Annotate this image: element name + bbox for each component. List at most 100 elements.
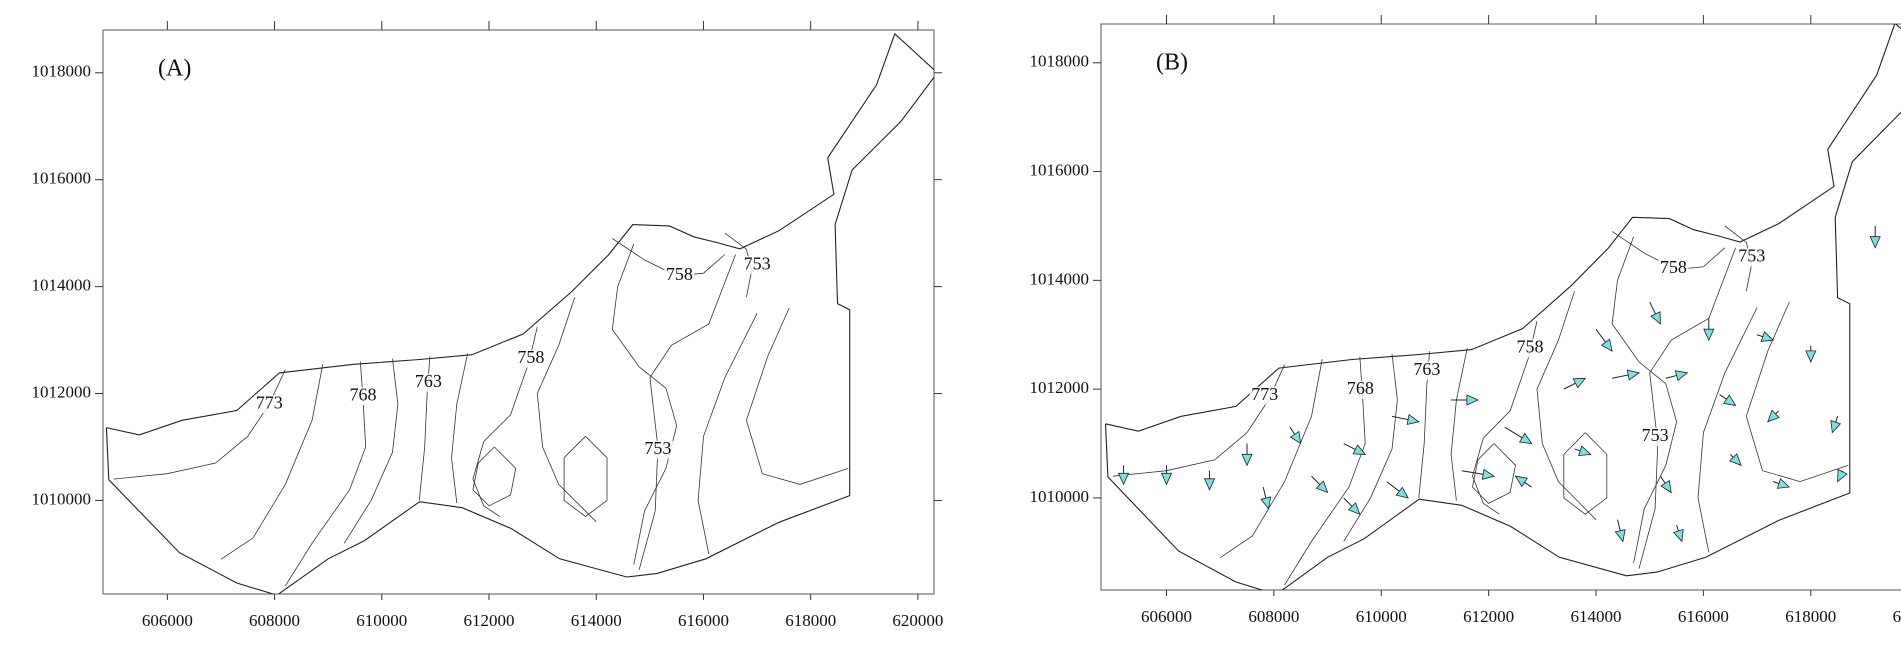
contour-label: 773 — [256, 392, 283, 412]
label-backdrop — [1736, 248, 1767, 267]
plot-frame — [1100, 23, 1901, 591]
contour-label: 753 — [1642, 425, 1669, 445]
vector-head — [1578, 445, 1592, 457]
vector-head — [1767, 409, 1780, 423]
flow-vector — [1703, 318, 1715, 342]
contour-line — [745, 307, 849, 485]
vector-head — [1830, 420, 1842, 434]
vector-head — [1260, 496, 1272, 510]
vector-head — [1672, 528, 1684, 543]
y-tick-label: 1012000 — [32, 382, 92, 401]
flow-vector — [1665, 370, 1689, 382]
flow-vector — [1728, 453, 1742, 466]
y-tick-label: 1010000 — [32, 489, 92, 508]
flow-vector — [1563, 377, 1587, 390]
flow-vector — [1343, 497, 1361, 515]
vector-head — [1723, 394, 1737, 406]
label-backdrop — [348, 387, 379, 406]
contour-line — [1611, 236, 1678, 564]
vector-head — [1315, 480, 1329, 494]
contour-line — [1472, 443, 1516, 504]
contour-line — [1745, 301, 1849, 483]
vector-head — [1600, 338, 1613, 352]
vector-head — [1395, 486, 1409, 499]
contour-line — [1343, 353, 1398, 542]
flow-vector — [1386, 481, 1409, 499]
vector-head — [1481, 468, 1495, 480]
x-tick-label: 606000 — [142, 611, 193, 630]
flow-vector — [1773, 478, 1791, 489]
contour-line — [1536, 291, 1597, 520]
label-backdrop — [1658, 259, 1689, 278]
label-backdrop — [254, 395, 285, 414]
vector-head — [1614, 529, 1626, 543]
flow-vector — [1614, 519, 1626, 543]
flow-vector — [1504, 426, 1533, 444]
vector-head — [1289, 430, 1302, 445]
flow-vector — [1719, 394, 1737, 406]
y-tick-label: 1016000 — [1030, 160, 1090, 179]
contour-label: 758 — [517, 347, 544, 367]
x-tick-label: 618000 — [1785, 607, 1836, 626]
flow-vector — [1203, 470, 1216, 491]
vector-head — [1660, 479, 1672, 494]
x-tick-label: 620000 — [1893, 607, 1901, 626]
vector-head — [1241, 453, 1253, 467]
contour-label: 753 — [644, 438, 671, 458]
contour-label: 763 — [415, 371, 442, 391]
contour-line — [1219, 359, 1323, 559]
contour-line — [220, 364, 324, 560]
flow-vector — [1649, 301, 1661, 325]
contour-label: 753 — [744, 253, 771, 273]
contour-line — [343, 358, 399, 544]
contour-line — [1697, 307, 1758, 553]
contour-line — [113, 369, 286, 480]
contour-line — [451, 353, 468, 504]
flow-vector — [1660, 475, 1672, 494]
site-boundary — [1104, 24, 1901, 590]
contour-label: 763 — [1413, 359, 1440, 379]
y-tick-label: 1014000 — [32, 276, 92, 295]
y-tick-label: 1014000 — [1030, 269, 1090, 288]
vector-head — [1514, 475, 1529, 488]
flow-vector — [1837, 468, 1848, 483]
plot-area: 773 768 763 758 758 753 753 — [105, 32, 934, 594]
vector-head — [1776, 478, 1791, 489]
flow-vector — [1514, 475, 1532, 488]
flow-vector — [1869, 225, 1881, 249]
contour-label: 753 — [1738, 246, 1765, 266]
y-tick-label: 1010000 — [1030, 487, 1090, 506]
plot-frame — [102, 29, 935, 595]
label-backdrop — [742, 256, 773, 275]
y-tick-label: 1018000 — [1030, 52, 1090, 71]
contour-line — [563, 436, 608, 518]
vector-head — [1518, 432, 1533, 444]
flow-vector — [1311, 475, 1329, 494]
vector-head — [1674, 370, 1689, 382]
label-backdrop — [642, 440, 673, 459]
y-tick-label: 1012000 — [1030, 378, 1090, 397]
x-tick-label: 612000 — [464, 611, 515, 630]
label-backdrop — [1249, 386, 1280, 405]
vector-head — [1760, 331, 1775, 342]
vector-head — [1352, 444, 1367, 455]
vector-head — [1650, 311, 1661, 325]
flow-vector — [1672, 524, 1684, 543]
flow-vector — [1574, 445, 1592, 457]
label-backdrop — [515, 349, 546, 368]
panel: (B) 606000 608000 610000 612000 614000 616000 6… — [1030, 15, 1901, 626]
label-backdrop — [1345, 380, 1376, 399]
panel: (A) 606000 608000 610000 612000 614000 616000 6… — [32, 21, 943, 630]
vector-head — [1703, 328, 1715, 342]
panel-label: (A) — [158, 56, 191, 82]
contour-label: 758 — [666, 264, 693, 284]
flow-vector — [1391, 414, 1420, 426]
y-tick-label: 1018000 — [32, 62, 92, 81]
flow-vector — [1343, 443, 1367, 455]
x-tick-label: 610000 — [1356, 607, 1407, 626]
vector-head — [1728, 453, 1742, 466]
y-tick-label: 1016000 — [32, 169, 92, 188]
panel-label: (B) — [1156, 50, 1188, 76]
flow-vector — [1260, 486, 1272, 510]
